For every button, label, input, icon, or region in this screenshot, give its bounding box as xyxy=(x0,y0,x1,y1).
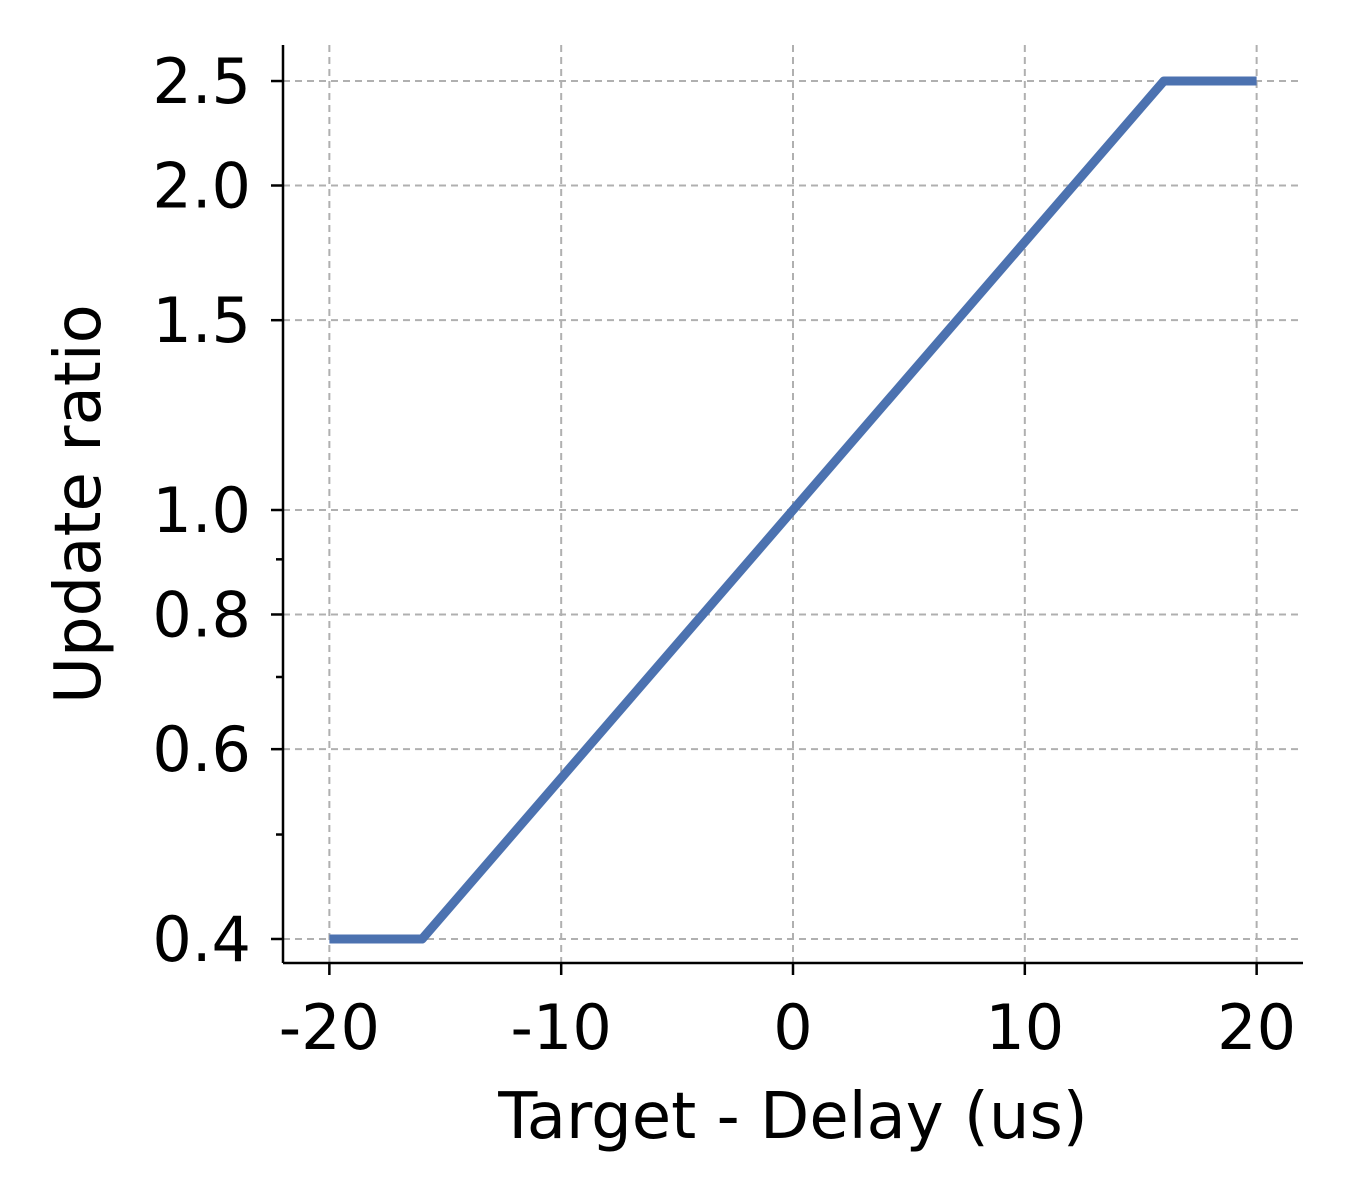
series-line xyxy=(329,76,1257,944)
y-tick-label: 1.5 xyxy=(152,284,251,357)
axis-ticks: -20 -10 0 10 20 0.4 0.6 0.8 1.0 1.5 2.0 2.5 xyxy=(152,45,1296,1064)
y-tick-label: 2.5 xyxy=(152,45,251,118)
y-tick-label: 0.4 xyxy=(152,903,251,976)
x-tick-label: 20 xyxy=(1217,991,1296,1064)
series-layer xyxy=(329,76,1257,944)
x-tick-label: -20 xyxy=(279,991,380,1064)
x-tick-label: 10 xyxy=(985,991,1064,1064)
y-tick-label: 0.6 xyxy=(152,713,251,786)
x-tick-label: 0 xyxy=(773,991,812,1064)
y-tick-label: 1.0 xyxy=(152,474,251,547)
x-tick-label: -10 xyxy=(511,991,612,1064)
y-tick-label: 2.0 xyxy=(152,149,251,222)
y-tick-label: 0.8 xyxy=(152,578,251,651)
y-axis-label: Update ratio xyxy=(42,304,116,704)
x-axis-label: Target - Delay (us) xyxy=(497,1080,1088,1154)
